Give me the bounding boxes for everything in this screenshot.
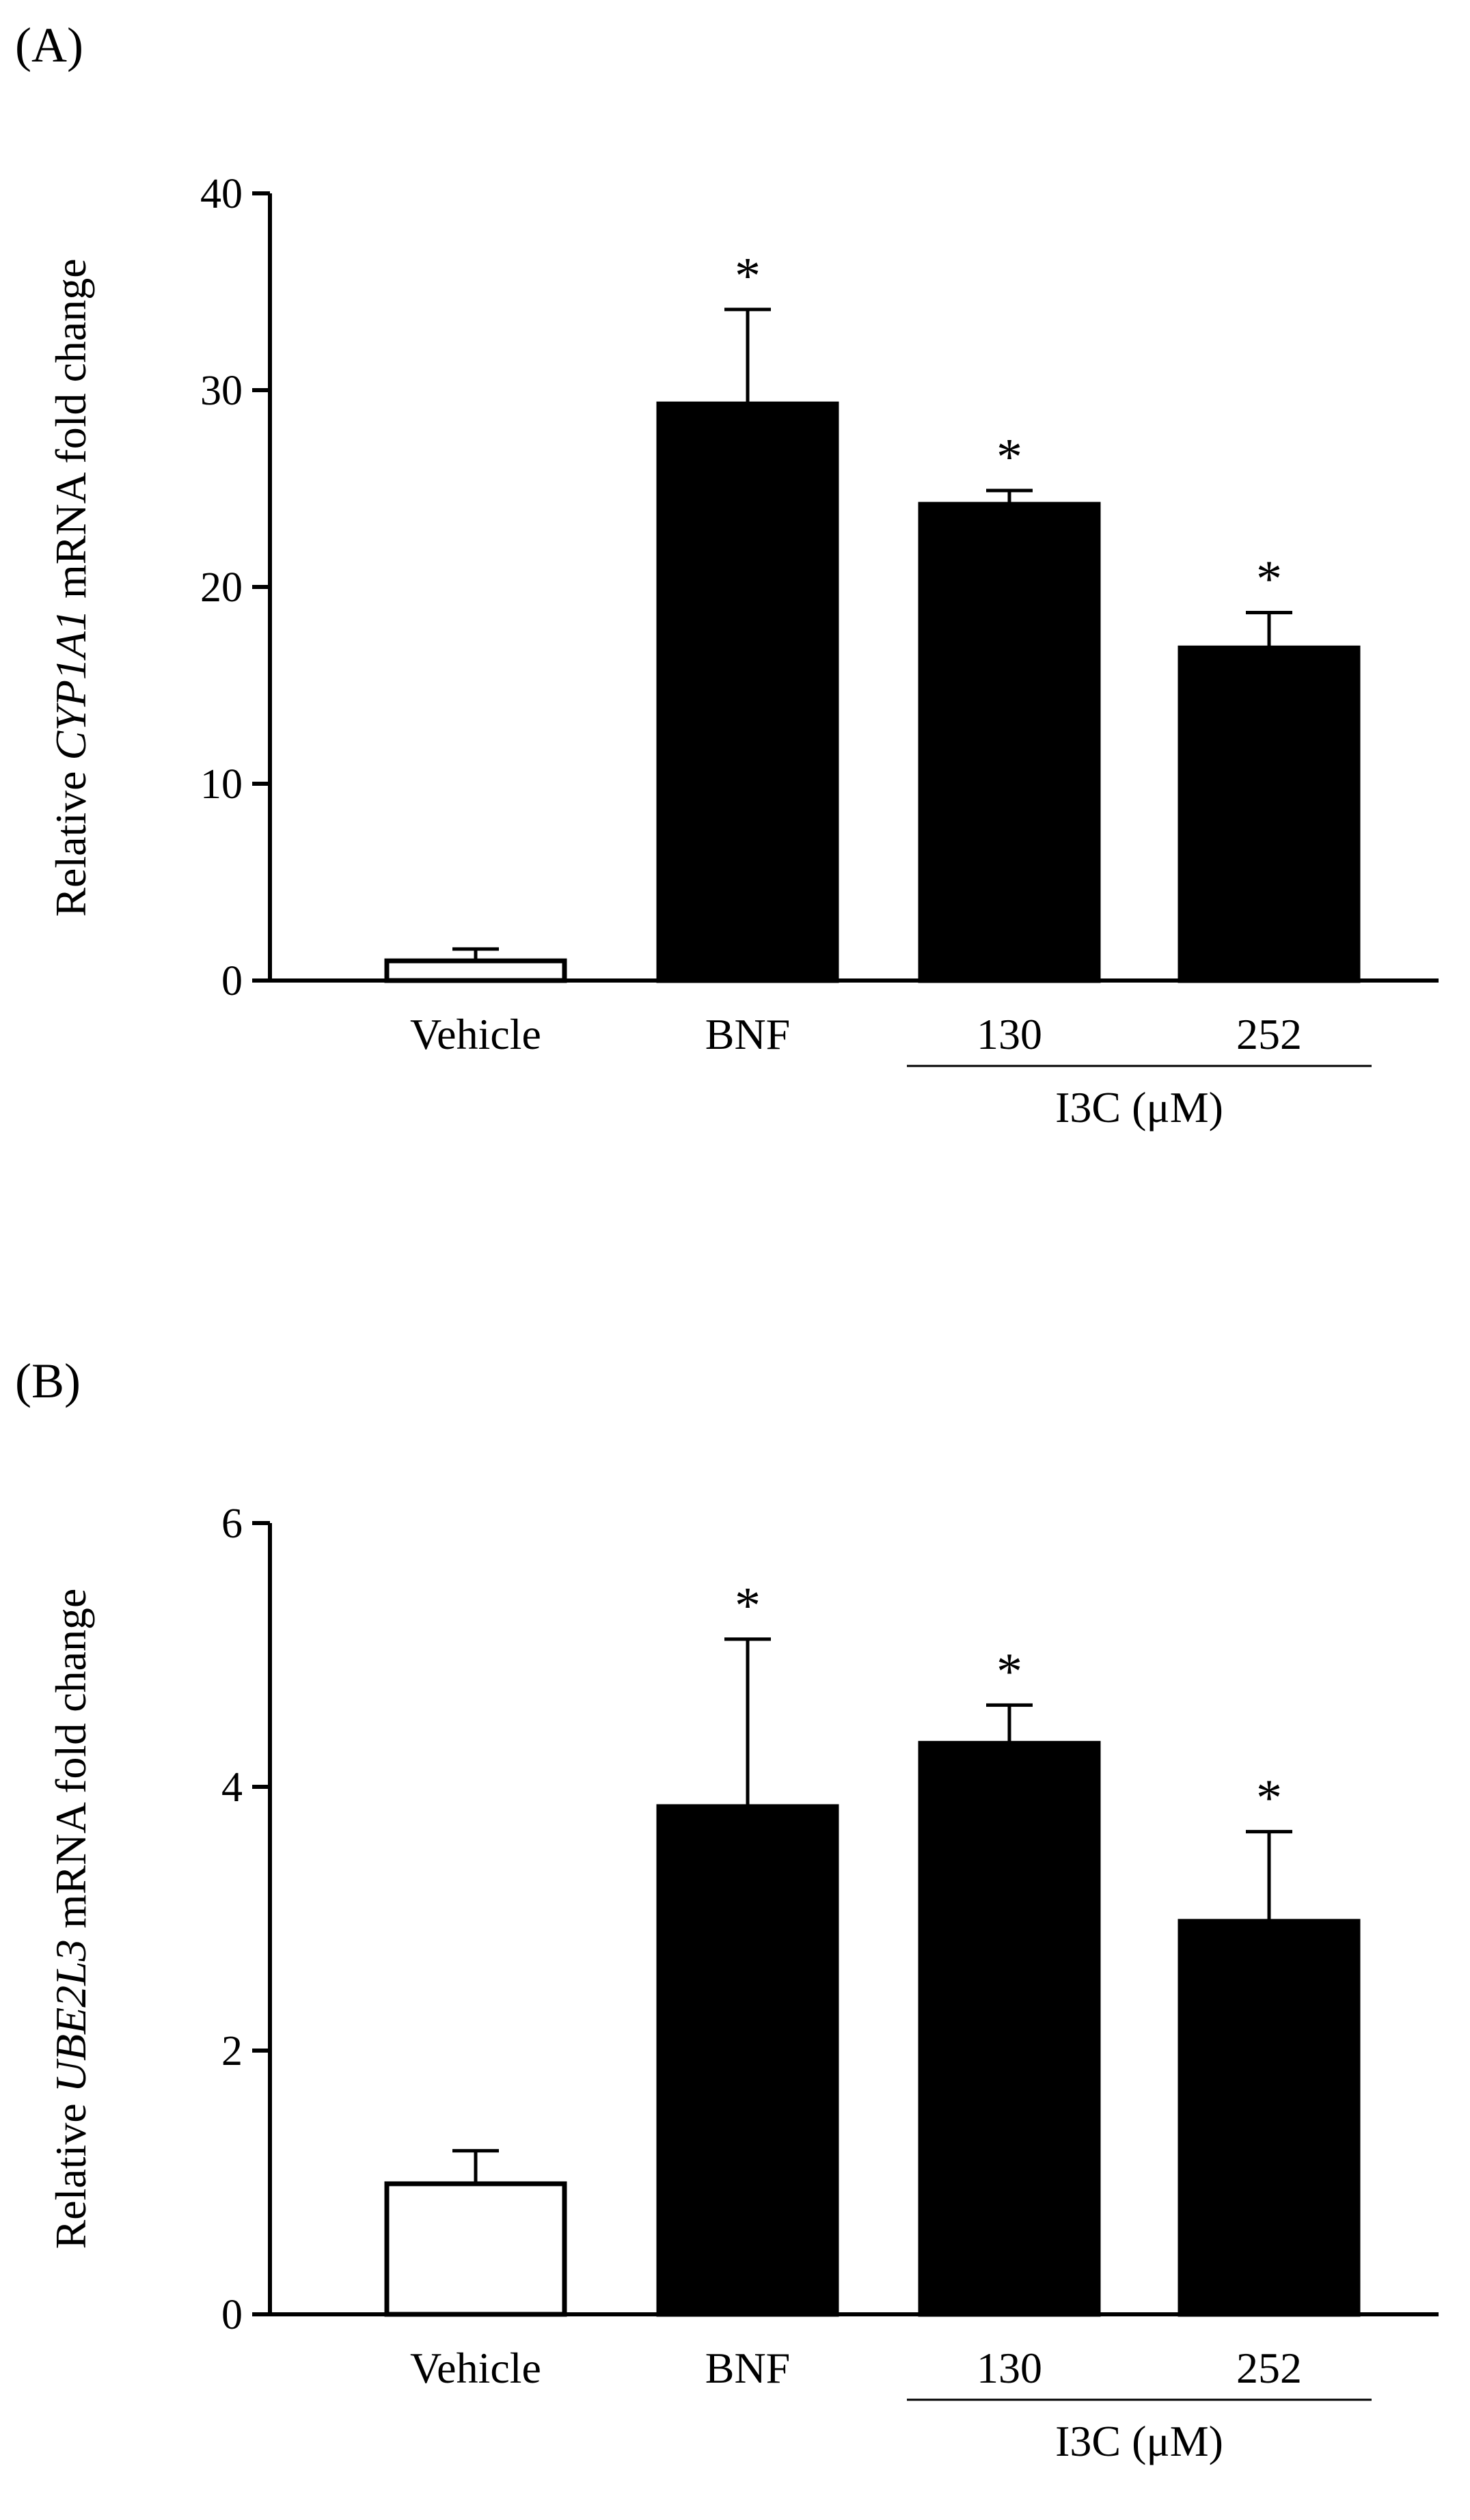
significance-star: * (1256, 550, 1282, 607)
y-axis-label: Relative CYP1A1 mRNA fold change (46, 258, 95, 916)
chart-panel-b: (B) 0 2 4 6 Relative UBE2L3 mRNA fold change V… (15, 1354, 1439, 2465)
y-tick-label: 40 (200, 171, 243, 217)
y-tick-label: 0 (221, 958, 243, 1004)
x-tick-label: 252 (1236, 2344, 1302, 2392)
x-tick-label: Vehicle (410, 1010, 541, 1058)
x-tick-label: 252 (1236, 1010, 1302, 1058)
y-axis-label-gene: UBE2L3 (46, 1939, 95, 2092)
y-axis-label-prefix: Relative (46, 2092, 95, 2249)
group-label: I3C (μM) (1055, 1083, 1223, 1132)
bar-bnf (656, 401, 839, 983)
y-axis-label-prefix: Relative (46, 760, 95, 916)
bar-vehicle (384, 958, 567, 983)
significance-star: * (735, 247, 761, 305)
panel-label: (A) (15, 18, 83, 72)
significance-star: * (735, 1577, 761, 1634)
y-axis-label: Relative UBE2L3 mRNA fold change (46, 1589, 95, 2249)
significance-star: * (1256, 1770, 1282, 1827)
y-tick-label: 30 (200, 368, 243, 414)
significance-star: * (996, 428, 1022, 486)
bar-bnf (656, 1804, 839, 2317)
y-axis-label-suffix: mRNA fold change (46, 258, 95, 610)
bar-252 (1178, 1919, 1361, 2317)
group-label: I3C (μM) (1055, 2417, 1223, 2465)
y-tick-label: 4 (221, 1764, 243, 1811)
y-tick-label: 6 (221, 1501, 243, 1547)
y-axis-label-suffix: mRNA fold change (46, 1589, 95, 1940)
y-tick-label: 2 (221, 2028, 243, 2074)
significance-star: * (996, 1643, 1022, 1700)
y-tick-label: 20 (200, 564, 243, 611)
y-tick-label: 10 (200, 761, 243, 808)
x-tick-label: 130 (977, 2344, 1042, 2392)
bar-vehicle (384, 2181, 567, 2317)
bar-130 (918, 1740, 1101, 2317)
bar-130 (918, 502, 1101, 983)
x-tick-label: BNF (705, 1010, 791, 1058)
y-tick-label: 0 (221, 2292, 243, 2338)
x-tick-label: 130 (977, 1010, 1042, 1058)
bar-252 (1178, 645, 1361, 983)
panel-label: (B) (15, 1354, 81, 1408)
x-tick-label: Vehicle (410, 2344, 541, 2392)
x-tick-label: BNF (705, 2344, 791, 2392)
y-axis-label-gene: CYP1A1 (46, 610, 95, 760)
chart-panel-a: (A) 0 10 20 30 40 Relative CYP1A1 mRNA fold ch… (15, 18, 1439, 1132)
